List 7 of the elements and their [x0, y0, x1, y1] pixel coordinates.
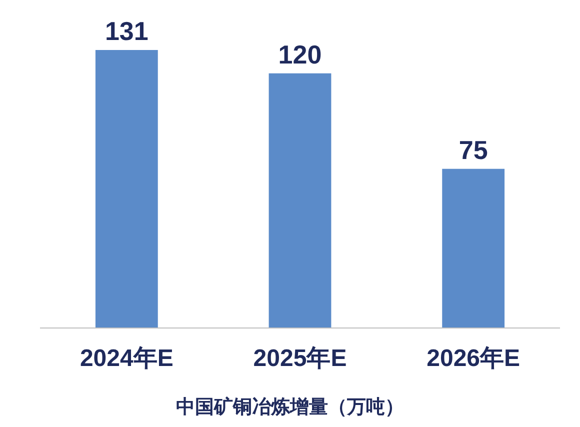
- data-label: 75: [458, 134, 488, 165]
- data-label: 120: [278, 39, 322, 70]
- x-tick-label: 2025年E: [253, 345, 347, 372]
- x-axis-title: 中国矿铜冶炼增量（万吨）: [176, 396, 404, 418]
- data-label: 131: [104, 16, 148, 46]
- x-tick-label: 2024年E: [80, 345, 174, 372]
- x-tick-label: 2026年E: [426, 345, 520, 372]
